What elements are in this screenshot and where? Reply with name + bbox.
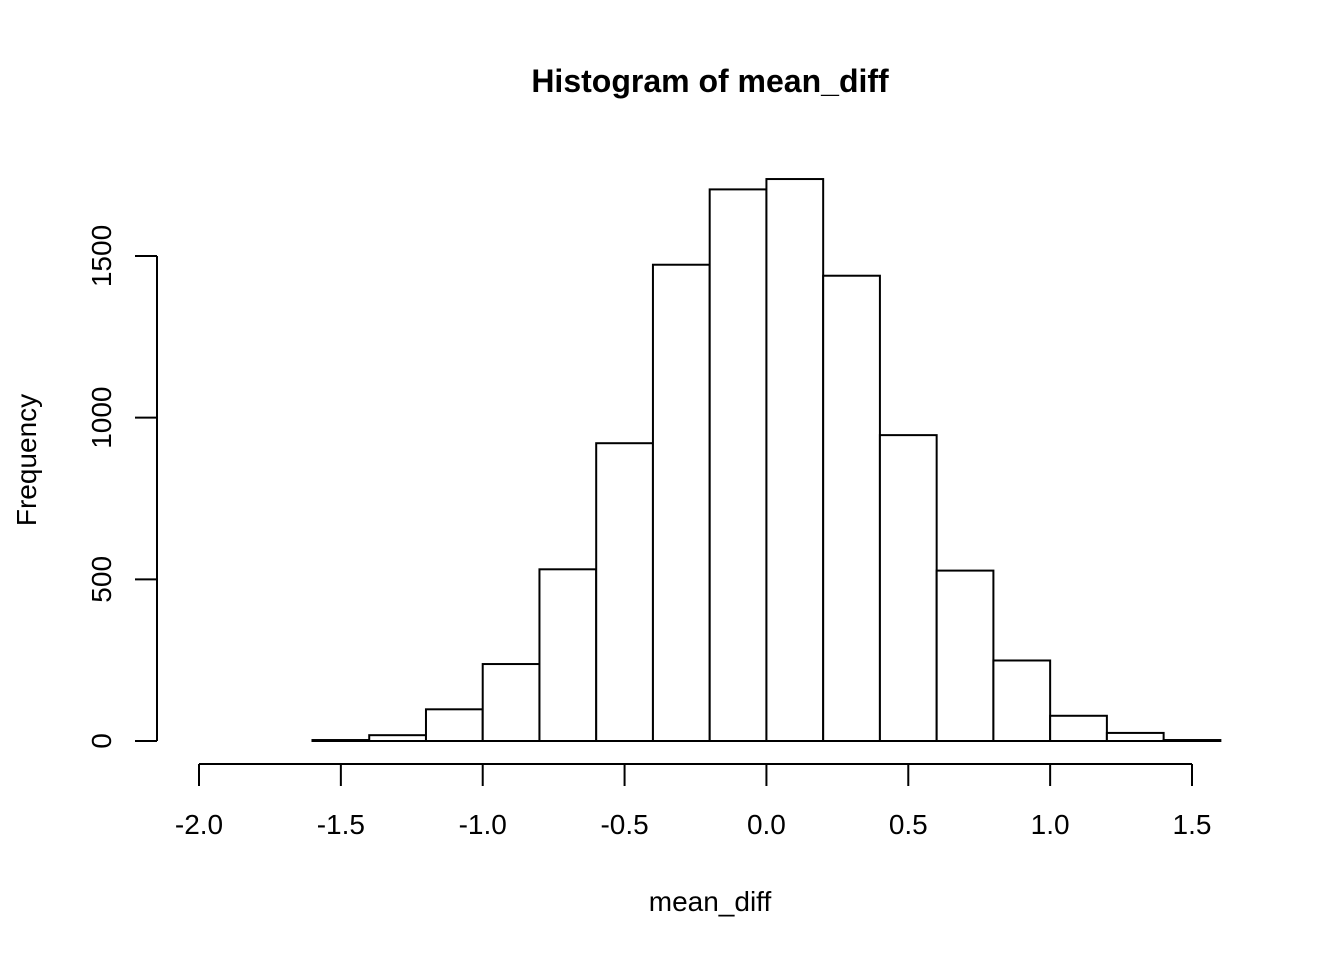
histogram-bar (708, 188, 768, 743)
x-axis-label: mean_diff (649, 886, 772, 917)
histogram-bar (822, 274, 881, 742)
histogram-bar (424, 708, 484, 743)
x-tick-label: -0.5 (600, 809, 648, 840)
histogram-bar (1162, 739, 1222, 743)
x-tick-label: -2.0 (175, 809, 223, 840)
histogram-bars (311, 178, 1222, 743)
y-axis-label: Frequency (11, 394, 42, 526)
histogram-bar (651, 263, 711, 742)
x-tick-label: 1.0 (1031, 809, 1070, 840)
histogram-bar (595, 442, 654, 742)
histogram-bar (481, 663, 541, 743)
y-axis: 0 500 1000 1500 (86, 225, 158, 749)
chart-title: Histogram of mean_diff (531, 63, 889, 99)
x-axis: -2.0 -1.5 -1.0 -0.5 0.0 0.5 1.0 1.5 (175, 763, 1212, 840)
histogram-bar (538, 568, 598, 742)
x-tick-label: 0.5 (889, 809, 928, 840)
histogram-bar (1049, 714, 1108, 743)
histogram-bar (935, 569, 995, 742)
histogram-bar (368, 734, 427, 742)
histogram-bar (765, 178, 825, 742)
histogram-bar (878, 434, 938, 742)
x-tick-label: -1.5 (317, 809, 365, 840)
y-tick-label: 0 (86, 733, 117, 749)
x-tick-label: -1.0 (459, 809, 507, 840)
histogram-bar (992, 659, 1052, 742)
histogram-bar (311, 739, 371, 743)
y-tick-label: 1000 (86, 387, 117, 449)
x-tick-label: 1.5 (1173, 809, 1212, 840)
y-tick-label: 1500 (86, 225, 117, 287)
y-tick-label: 500 (86, 556, 117, 603)
x-tick-label: 0.0 (747, 809, 786, 840)
histogram-bar (1105, 731, 1165, 743)
